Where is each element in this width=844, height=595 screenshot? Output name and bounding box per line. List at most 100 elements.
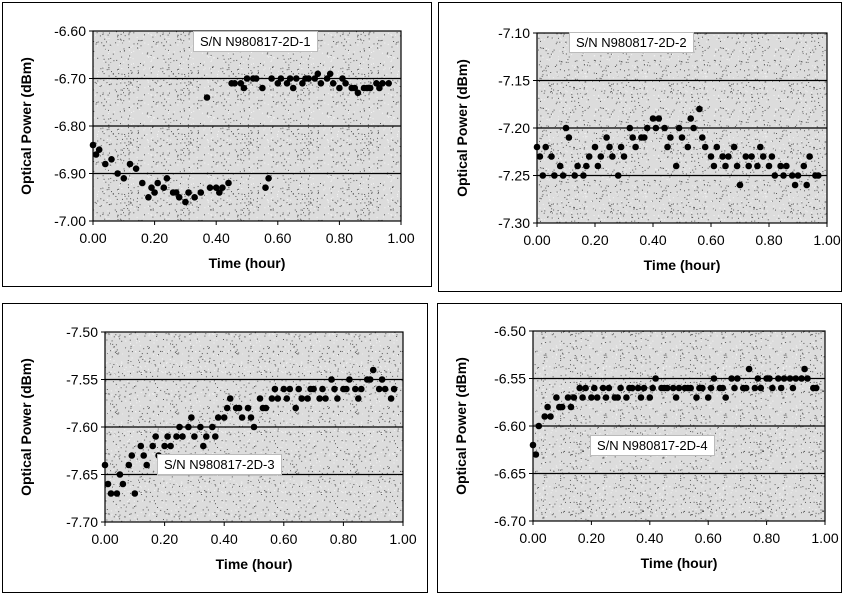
x-tick-label: 0.20 — [578, 530, 605, 546]
data-point — [696, 105, 703, 113]
data-point — [591, 143, 599, 151]
data-point — [777, 162, 784, 170]
data-point — [326, 70, 334, 78]
y-tick-label: -6.50 — [494, 323, 526, 339]
data-point — [751, 384, 759, 392]
data-point — [104, 480, 112, 488]
data-point — [574, 162, 581, 170]
data-point — [140, 452, 147, 459]
data-point — [319, 385, 326, 393]
data-point — [582, 384, 589, 392]
x-tick-label: 1.00 — [387, 230, 414, 246]
data-point — [225, 179, 232, 187]
data-point — [238, 414, 246, 421]
data-point — [547, 413, 554, 420]
x-tick-label: 0.20 — [581, 232, 608, 248]
data-point — [214, 414, 222, 421]
y-axis-title: Optical Power (dBm) — [453, 357, 469, 495]
data-point — [731, 384, 738, 392]
data-point — [529, 441, 537, 449]
data-point — [792, 375, 800, 382]
data-point — [286, 385, 294, 393]
data-point — [329, 80, 337, 87]
data-point — [719, 384, 727, 392]
data-point — [378, 376, 386, 383]
data-point — [206, 184, 214, 191]
y-tick-label: -6.70 — [54, 71, 86, 87]
data-point — [286, 75, 294, 82]
y-axis-title: Optical Power (dBm) — [18, 57, 34, 195]
data-point — [614, 172, 622, 179]
data-point — [777, 384, 785, 392]
data-point — [757, 143, 764, 151]
y-tick-label: -7.50 — [66, 324, 98, 340]
data-point — [742, 384, 750, 392]
data-point — [603, 134, 610, 141]
data-point — [346, 376, 353, 383]
data-point — [131, 490, 139, 497]
data-point — [219, 184, 226, 191]
data-point — [212, 433, 219, 440]
data-point — [262, 404, 270, 412]
data-point — [299, 80, 306, 87]
data-point — [139, 179, 146, 187]
data-point — [766, 375, 773, 382]
data-point — [669, 384, 677, 392]
data-point — [544, 403, 551, 411]
data-point — [128, 452, 136, 459]
data-point — [745, 365, 753, 373]
data-point — [250, 423, 258, 431]
data-point — [176, 423, 183, 431]
x-tick-label: 0.80 — [755, 232, 782, 248]
data-point — [704, 394, 712, 401]
data-point — [216, 189, 223, 196]
data-point — [768, 153, 776, 160]
data-point — [675, 384, 683, 392]
data-point — [283, 80, 291, 87]
data-point — [119, 480, 127, 488]
x-tick-label: 1.00 — [813, 232, 840, 248]
data-point — [203, 94, 211, 101]
data-point — [280, 385, 288, 393]
data-point — [197, 189, 205, 196]
data-point — [149, 442, 156, 450]
data-point — [672, 162, 680, 170]
data-point — [551, 172, 558, 179]
x-tick-label: 0.00 — [79, 230, 106, 246]
x-tick-label: 0.80 — [326, 230, 353, 246]
chart-panel-2: -7.10 -7.15 -7.20 -7.25 -7.30 0.00 0.20 0.40 0.6… — [438, 2, 842, 292]
data-point — [791, 181, 799, 189]
x-axis-title: Time (hour) — [644, 257, 721, 273]
data-point — [339, 75, 346, 82]
serial-number-label: S/N N980817-2D-2 — [569, 32, 694, 53]
x-tick-label: 0.20 — [151, 531, 178, 547]
y-tick-label: -7.15 — [498, 73, 530, 89]
data-point — [562, 124, 570, 132]
data-point — [788, 172, 796, 179]
data-point — [609, 153, 616, 160]
data-point — [114, 170, 121, 177]
data-point — [617, 384, 624, 392]
data-point — [102, 160, 109, 168]
data-point — [172, 189, 180, 196]
data-point — [533, 143, 541, 151]
data-point — [295, 385, 303, 393]
data-point — [293, 75, 300, 82]
x-tick-label: 0.00 — [91, 531, 118, 547]
y-tick-label: -6.90 — [54, 166, 86, 182]
data-point — [331, 385, 338, 393]
data-point — [580, 172, 587, 179]
data-point — [252, 75, 260, 82]
x-tick-label: 0.00 — [523, 232, 550, 248]
data-point — [237, 80, 245, 87]
data-point — [664, 384, 671, 392]
data-point — [713, 143, 721, 151]
data-point — [652, 375, 659, 382]
data-point — [641, 134, 648, 141]
data-point — [655, 115, 663, 122]
data-point — [652, 124, 660, 132]
data-point — [757, 384, 765, 392]
data-point — [801, 365, 808, 373]
data-point — [376, 84, 383, 92]
chart-svg: -6.50 -6.55 -6.60 -6.65 -6.700.00 0.20 0.40 0.6… — [453, 323, 839, 571]
